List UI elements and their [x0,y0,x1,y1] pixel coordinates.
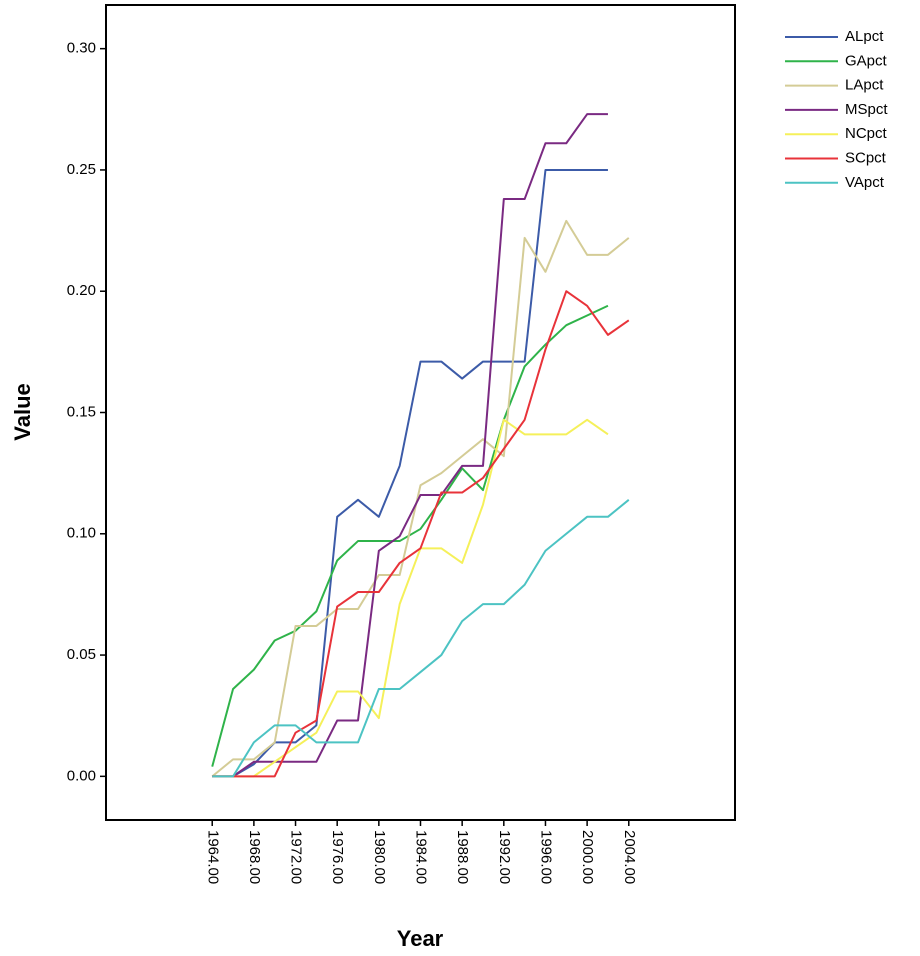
x-tick-label: 1988.00 [454,830,471,884]
x-tick-label: 1968.00 [246,830,263,884]
series-line [212,499,630,778]
x-tick-label: 1972.00 [288,830,305,884]
series-line [212,168,608,778]
plot-frame [105,4,736,821]
x-tick-label: 2004.00 [621,830,638,884]
y-tick-label: 0.15 [67,403,96,420]
series-line [211,219,630,778]
legend-label: SCpct [845,149,887,166]
x-tick-label: 1980.00 [371,830,388,884]
y-tick-label: 0.30 [67,40,96,57]
y-tick-label: 0.20 [67,282,96,299]
series-line [212,113,608,778]
legend-label: LApct [845,77,884,94]
legend-label: GApct [845,52,888,69]
x-tick-label: 2000.00 [579,830,596,884]
series-line [212,418,609,778]
legend-label: MSpct [845,101,888,118]
series-line [212,290,630,778]
x-axis-label: Year [397,926,444,951]
y-tick-label: 0.10 [67,525,96,542]
x-tick-label: 1964.00 [204,830,221,884]
y-tick-label: 0.00 [67,767,96,784]
y-tick-label: 0.05 [67,646,96,663]
legend-label: NCpct [845,125,888,142]
x-tick-label: 1992.00 [496,830,513,884]
x-tick-label: 1984.00 [413,830,430,884]
y-tick-label: 0.25 [67,161,96,178]
x-tick-label: 1976.00 [329,830,346,884]
series-line [211,304,609,767]
legend-label: VApct [845,174,885,191]
x-tick-label: 1996.00 [537,830,554,884]
y-axis-label: Value [10,383,35,440]
legend-label: ALpct [845,28,884,45]
